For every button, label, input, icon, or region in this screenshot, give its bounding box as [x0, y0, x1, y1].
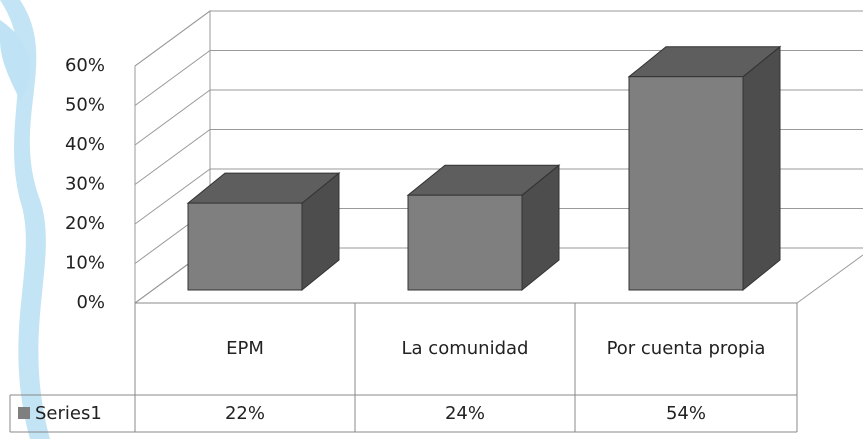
- decoration: [0, 20, 31, 100]
- bar-side: [742, 45, 781, 292]
- grid-line: [134, 10, 863, 67]
- y-tick-label: 30%: [65, 174, 105, 195]
- bar: [628, 76, 744, 291]
- y-tick-label: 20%: [65, 213, 105, 234]
- y-tick-label: 40%: [65, 134, 105, 155]
- category-label: EPM: [226, 338, 264, 359]
- bar: [407, 194, 523, 291]
- value-label: 24%: [445, 403, 485, 424]
- y-tick-label: 0%: [76, 292, 105, 313]
- category-label: La comunidad: [401, 338, 529, 359]
- legend-swatch: [18, 407, 30, 419]
- table-grid: [9, 302, 798, 433]
- y-tick-label: 50%: [65, 95, 105, 116]
- y-tick-label: 60%: [65, 55, 105, 76]
- y-tick-label: 10%: [65, 253, 105, 274]
- value-label: 54%: [666, 403, 706, 424]
- value-label: 22%: [225, 403, 265, 424]
- grid-line: [134, 50, 863, 106]
- legend-label: Series1: [35, 403, 102, 424]
- decoration: [0, 0, 50, 439]
- category-label: Por cuenta propia: [606, 338, 766, 359]
- bar: [187, 202, 303, 291]
